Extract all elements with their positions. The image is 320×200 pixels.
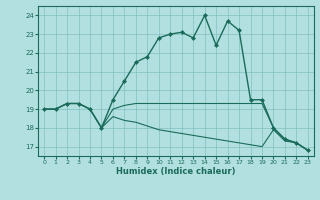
X-axis label: Humidex (Indice chaleur): Humidex (Indice chaleur) [116,167,236,176]
